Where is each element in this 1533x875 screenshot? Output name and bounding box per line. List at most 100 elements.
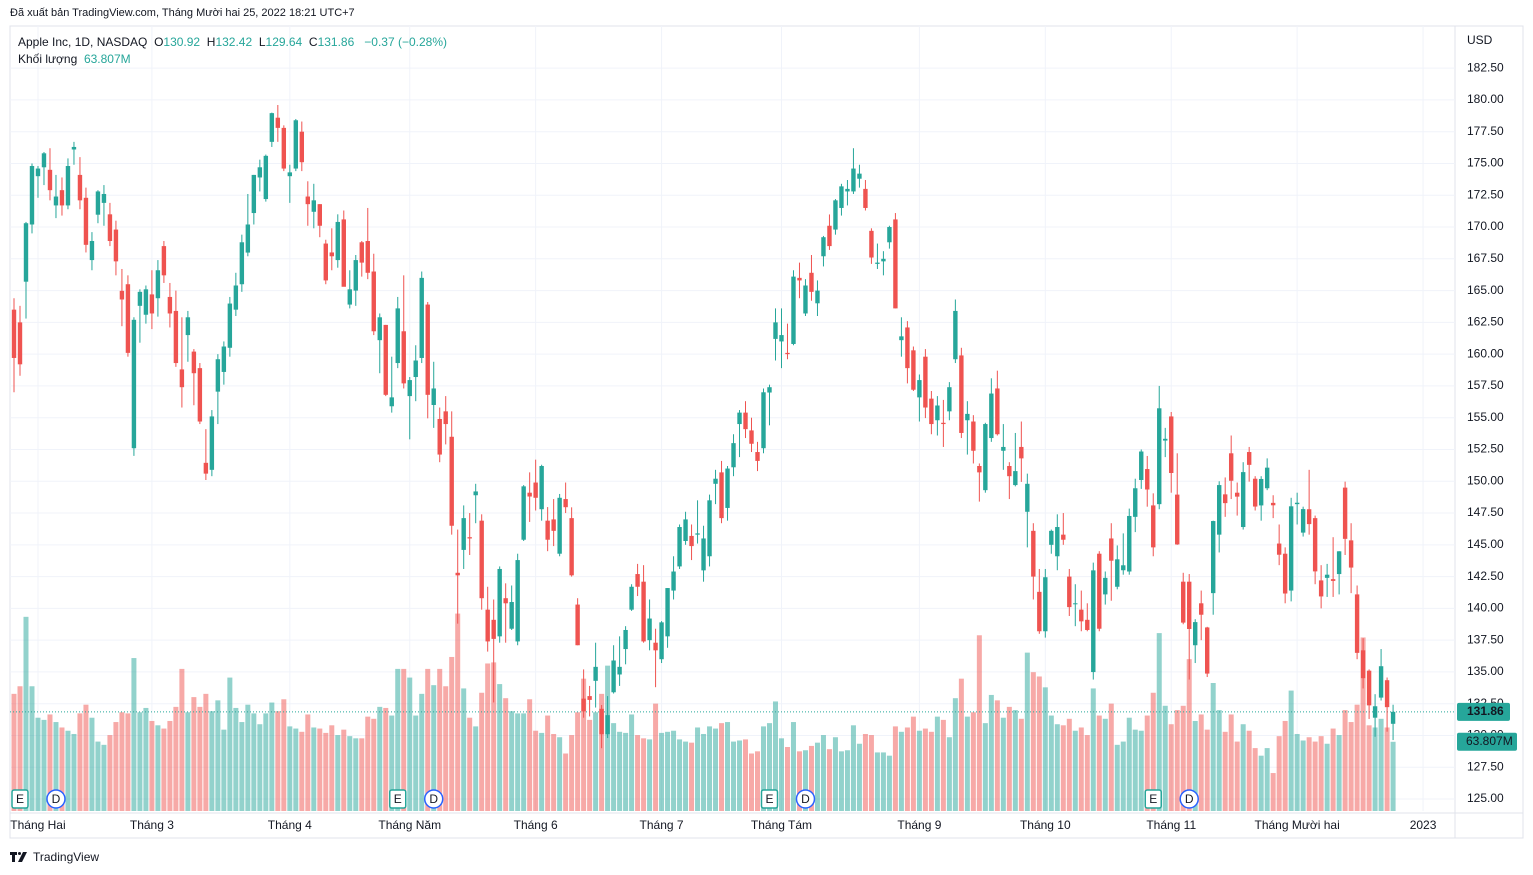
volume-bar: [647, 739, 653, 811]
volume-bar: [1150, 692, 1156, 811]
y-tick-label: 135.00: [1467, 664, 1504, 678]
candle-body: [1330, 579, 1336, 581]
candle-body: [1199, 603, 1204, 615]
candle-body: [17, 322, 23, 365]
volume-bar: [1270, 773, 1276, 811]
volume-bar: [1090, 688, 1096, 811]
y-tick-label: 142.50: [1467, 569, 1504, 583]
candle-body: [623, 629, 628, 650]
candle-body: [155, 270, 161, 299]
candle-body: [167, 296, 173, 314]
volume-bar: [269, 702, 275, 811]
candle-body: [617, 666, 622, 675]
volume-bar: [1282, 720, 1288, 811]
candle-body: [983, 424, 988, 491]
volume-bar: [95, 741, 101, 811]
candle-body: [353, 260, 358, 291]
volume-bar: [1312, 741, 1318, 811]
y-tick-label: 170.00: [1467, 219, 1504, 233]
volume-bar: [1342, 710, 1348, 811]
candle-body: [95, 191, 101, 215]
y-tick-label: 182.50: [1467, 60, 1504, 74]
volume-bar: [605, 665, 611, 811]
candle-body: [239, 242, 245, 285]
volume-bar: [994, 700, 1000, 811]
volume-bar: [137, 712, 143, 811]
candle-body: [1175, 494, 1180, 545]
candle-body: [809, 272, 814, 292]
candle-body: [221, 346, 227, 372]
volume-bar: [1060, 725, 1066, 811]
candle-body: [1163, 438, 1168, 441]
candle-body: [467, 537, 472, 539]
volume-bar: [317, 728, 323, 811]
candle-body: [689, 535, 694, 547]
y-tick-label: 127.50: [1467, 759, 1504, 773]
candle-body: [863, 188, 868, 208]
volume-bar: [1354, 704, 1360, 811]
y-tick-label: 177.50: [1467, 124, 1504, 138]
volume-bar: [293, 728, 299, 811]
candle-body: [137, 291, 143, 306]
volume-bar: [958, 678, 964, 811]
volume-bar: [1078, 727, 1084, 811]
volume-bar: [802, 750, 808, 811]
volume-bar: [167, 720, 173, 811]
candle-body: [1372, 706, 1378, 718]
candle-body: [485, 609, 490, 642]
candle-body: [887, 227, 892, 243]
volume-bar: [365, 716, 371, 811]
volume-bar: [1048, 715, 1054, 811]
published-note: Đã xuất bản TradingView.com, Tháng Mười …: [10, 7, 355, 19]
volume-bar: [1000, 717, 1006, 811]
candle-body: [683, 519, 688, 542]
volume-bar: [862, 733, 868, 811]
volume-bar: [766, 723, 772, 811]
volume-bar: [425, 668, 431, 811]
candle-body: [419, 277, 424, 358]
candle-body: [377, 317, 382, 341]
candle-body: [413, 360, 418, 378]
volume-bar: [1222, 731, 1228, 811]
volume-bar: [59, 727, 65, 811]
candle-body: [1007, 466, 1012, 477]
volume-bar: [575, 712, 581, 811]
candle-body: [911, 350, 916, 390]
candle-body: [461, 518, 466, 550]
event-icon: [795, 789, 816, 809]
volume-bar: [1240, 724, 1246, 811]
volume-bar: [1156, 633, 1162, 811]
candle-body: [1282, 553, 1288, 594]
candle-body: [947, 387, 952, 412]
volume-bar: [221, 729, 227, 811]
volume-bar: [1108, 703, 1114, 811]
candle-body: [1205, 627, 1210, 674]
x-tick-label: Tháng Hai: [10, 818, 65, 832]
volume-bar: [844, 750, 850, 811]
candle-body: [245, 224, 251, 253]
volume-bar: [1318, 736, 1324, 811]
candle-body: [803, 285, 808, 314]
event-label: E: [16, 792, 24, 806]
candle-body: [677, 527, 682, 567]
candle-body: [899, 336, 904, 341]
volume-bar: [371, 718, 377, 811]
volume-bar: [395, 668, 401, 811]
candle-body: [473, 491, 478, 496]
candle-body: [149, 294, 155, 314]
volume-bar: [1216, 710, 1222, 811]
candle-body: [341, 219, 346, 287]
volume-bar: [353, 738, 359, 811]
volume-bar: [1174, 710, 1180, 811]
y-tick-label: 172.50: [1467, 187, 1504, 201]
candle-body: [977, 466, 982, 473]
event-icon: [11, 789, 29, 809]
volume-bar: [311, 727, 317, 811]
candle-body: [581, 698, 586, 712]
candle-body: [491, 619, 496, 639]
volume-bar: [329, 725, 335, 811]
volume-bar: [587, 719, 593, 811]
volume-bar: [233, 707, 239, 811]
